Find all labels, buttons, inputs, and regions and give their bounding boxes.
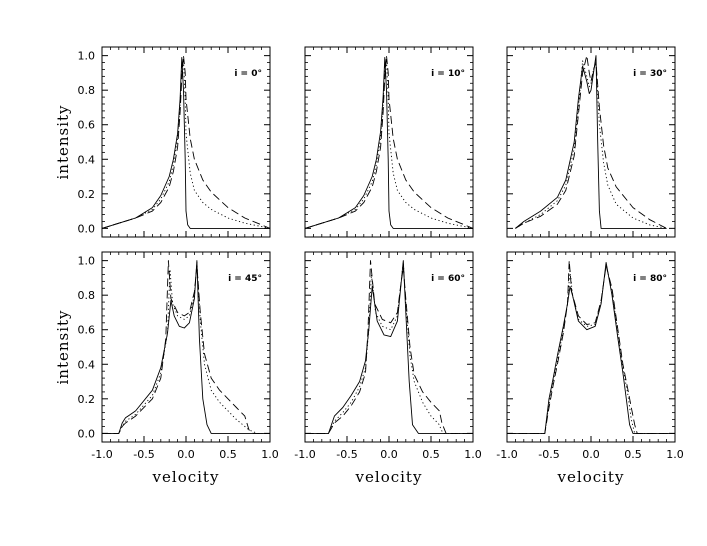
y-tick-label: 0.4 bbox=[78, 153, 96, 166]
series-line-solid bbox=[304, 56, 473, 229]
series-line-dotted bbox=[305, 261, 473, 434]
y-tick-label: 0.4 bbox=[78, 358, 96, 371]
x-tick-label: 0.0 bbox=[177, 448, 195, 461]
x-axis-label: velocity bbox=[557, 468, 625, 486]
y-axis-label: intensity bbox=[54, 104, 72, 179]
y-tick-label: 0.2 bbox=[78, 188, 96, 201]
chart-panel: i = 10° bbox=[304, 46, 474, 238]
series-line-dotted bbox=[304, 60, 474, 229]
panel-annotation: i = 0° bbox=[234, 69, 262, 79]
panel-annotation: i = 30° bbox=[633, 69, 667, 79]
series-line-dotted bbox=[102, 261, 270, 434]
x-tick-label: -1.0 bbox=[294, 448, 315, 461]
y-tick-label: 0.6 bbox=[78, 119, 96, 132]
chart-panel: i = 30° bbox=[506, 46, 676, 238]
x-tick-label: 0.5 bbox=[624, 448, 642, 461]
series-line-dashed bbox=[102, 260, 270, 434]
x-tick-label: -0.5 bbox=[336, 448, 357, 461]
x-tick-label: -0.5 bbox=[538, 448, 559, 461]
series-line-solid bbox=[102, 260, 270, 434]
y-tick-label: 0.0 bbox=[78, 427, 96, 440]
y-tick-label: 0.8 bbox=[78, 289, 96, 302]
series-line-dashed bbox=[507, 260, 675, 434]
x-tick-label: 1.0 bbox=[261, 448, 279, 461]
x-tick-label: -0.5 bbox=[133, 448, 154, 461]
chart-panel: -1.0 -0.5 0.0 0.5 1.0 0.0 0.2 0.4 0.6 0.8 1.0 i = 4… bbox=[54, 251, 279, 486]
panel-annotation: i = 10° bbox=[431, 69, 465, 79]
y-tick-label: 0.2 bbox=[78, 393, 96, 406]
y-tick-label: 0.6 bbox=[78, 324, 96, 337]
y-tick-label: 1.0 bbox=[78, 255, 96, 268]
panel-annotation: i = 80° bbox=[633, 274, 667, 284]
y-tick-label: 0.0 bbox=[78, 222, 96, 235]
series-line-dotted bbox=[515, 60, 667, 229]
x-tick-label: -1.0 bbox=[496, 448, 517, 461]
x-axis-label: velocity bbox=[152, 468, 220, 486]
series-line-solid bbox=[305, 260, 473, 434]
y-tick-label: 0.8 bbox=[78, 84, 96, 97]
y-tick-label: 1.0 bbox=[78, 50, 96, 63]
x-tick-label: 0.5 bbox=[422, 448, 440, 461]
series-line-dashed bbox=[515, 55, 667, 229]
x-tick-label: 0.0 bbox=[582, 448, 600, 461]
x-tick-label: 0.5 bbox=[219, 448, 237, 461]
series-line-dashed bbox=[305, 260, 473, 434]
x-tick-label: -1.0 bbox=[91, 448, 112, 461]
x-tick-label: 0.0 bbox=[380, 448, 398, 461]
x-axis-label: velocity bbox=[355, 468, 423, 486]
series-line-solid bbox=[515, 55, 667, 229]
series-line-dashed bbox=[101, 55, 271, 229]
series-line-solid bbox=[507, 261, 675, 434]
panel-annotation: i = 45° bbox=[228, 274, 262, 284]
chart-panel: -1.0 -0.5 0.0 0.5 1.0 i = 80° velocity bbox=[496, 251, 684, 486]
panel-annotation: i = 60° bbox=[431, 274, 465, 284]
x-tick-label: 1.0 bbox=[666, 448, 684, 461]
y-axis-label: intensity bbox=[54, 309, 72, 384]
chart-panel: -1.0 -0.5 0.0 0.5 1.0 i = 60° velocity bbox=[294, 251, 482, 486]
chart-panel: 0.0 0.2 0.4 0.6 0.8 1.0 i = 0° intensity bbox=[54, 46, 271, 238]
series-line-dashed bbox=[304, 55, 474, 229]
series-line-solid bbox=[101, 56, 270, 229]
series-line-dotted bbox=[507, 263, 675, 434]
x-tick-label: 1.0 bbox=[464, 448, 482, 461]
panels: 0.0 0.2 0.4 0.6 0.8 1.0 i = 0° intensity i = 10°… bbox=[54, 46, 684, 486]
